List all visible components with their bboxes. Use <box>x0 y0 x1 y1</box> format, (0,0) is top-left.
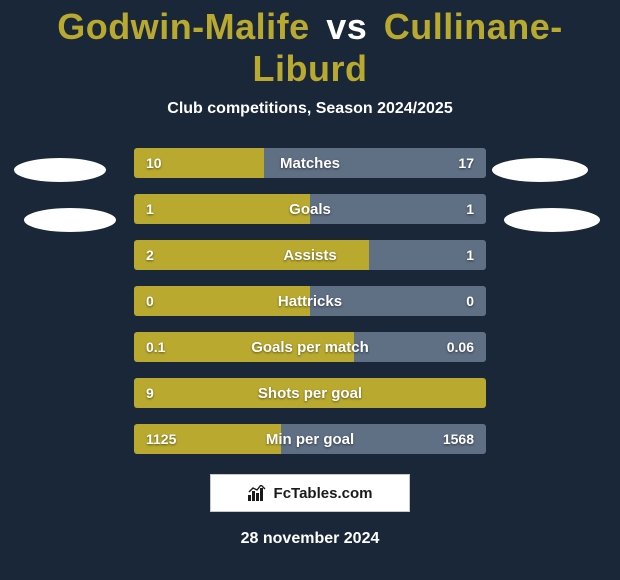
stat-label: Goals <box>134 194 486 224</box>
side-ellipse <box>24 208 116 232</box>
page-title: Godwin-Malife vs Cullinane-Liburd <box>0 0 620 90</box>
date-label: 28 november 2024 <box>0 530 620 548</box>
stat-row: 11251568Min per goal <box>134 424 486 454</box>
stat-label: Hattricks <box>134 286 486 316</box>
fctables-link[interactable]: FcTables.com <box>210 474 410 512</box>
stat-label: Matches <box>134 148 486 178</box>
side-ellipse <box>504 208 600 232</box>
subtitle: Club competitions, Season 2024/2025 <box>0 100 620 118</box>
stat-row: 9Shots per goal <box>134 378 486 408</box>
stat-row: 00Hattricks <box>134 286 486 316</box>
chart-icon <box>248 485 268 501</box>
stat-label: Shots per goal <box>134 378 486 408</box>
stat-row: 21Assists <box>134 240 486 270</box>
title-vs: vs <box>326 6 367 47</box>
side-ellipse <box>492 158 588 182</box>
footer-label: FcTables.com <box>274 485 373 502</box>
title-player1: Godwin-Malife <box>57 6 310 47</box>
stat-row: 0.10.06Goals per match <box>134 332 486 362</box>
comparison-stage: 1017Matches 11Goals 21Assists 00Hattricks 0.… <box>0 148 620 454</box>
stat-rows: 1017Matches 11Goals 21Assists 00Hattricks 0.… <box>134 148 486 454</box>
stat-label: Goals per match <box>134 332 486 362</box>
stat-row: 11Goals <box>134 194 486 224</box>
stat-row: 1017Matches <box>134 148 486 178</box>
stat-label: Assists <box>134 240 486 270</box>
stat-label: Min per goal <box>134 424 486 454</box>
side-ellipse <box>14 158 106 182</box>
